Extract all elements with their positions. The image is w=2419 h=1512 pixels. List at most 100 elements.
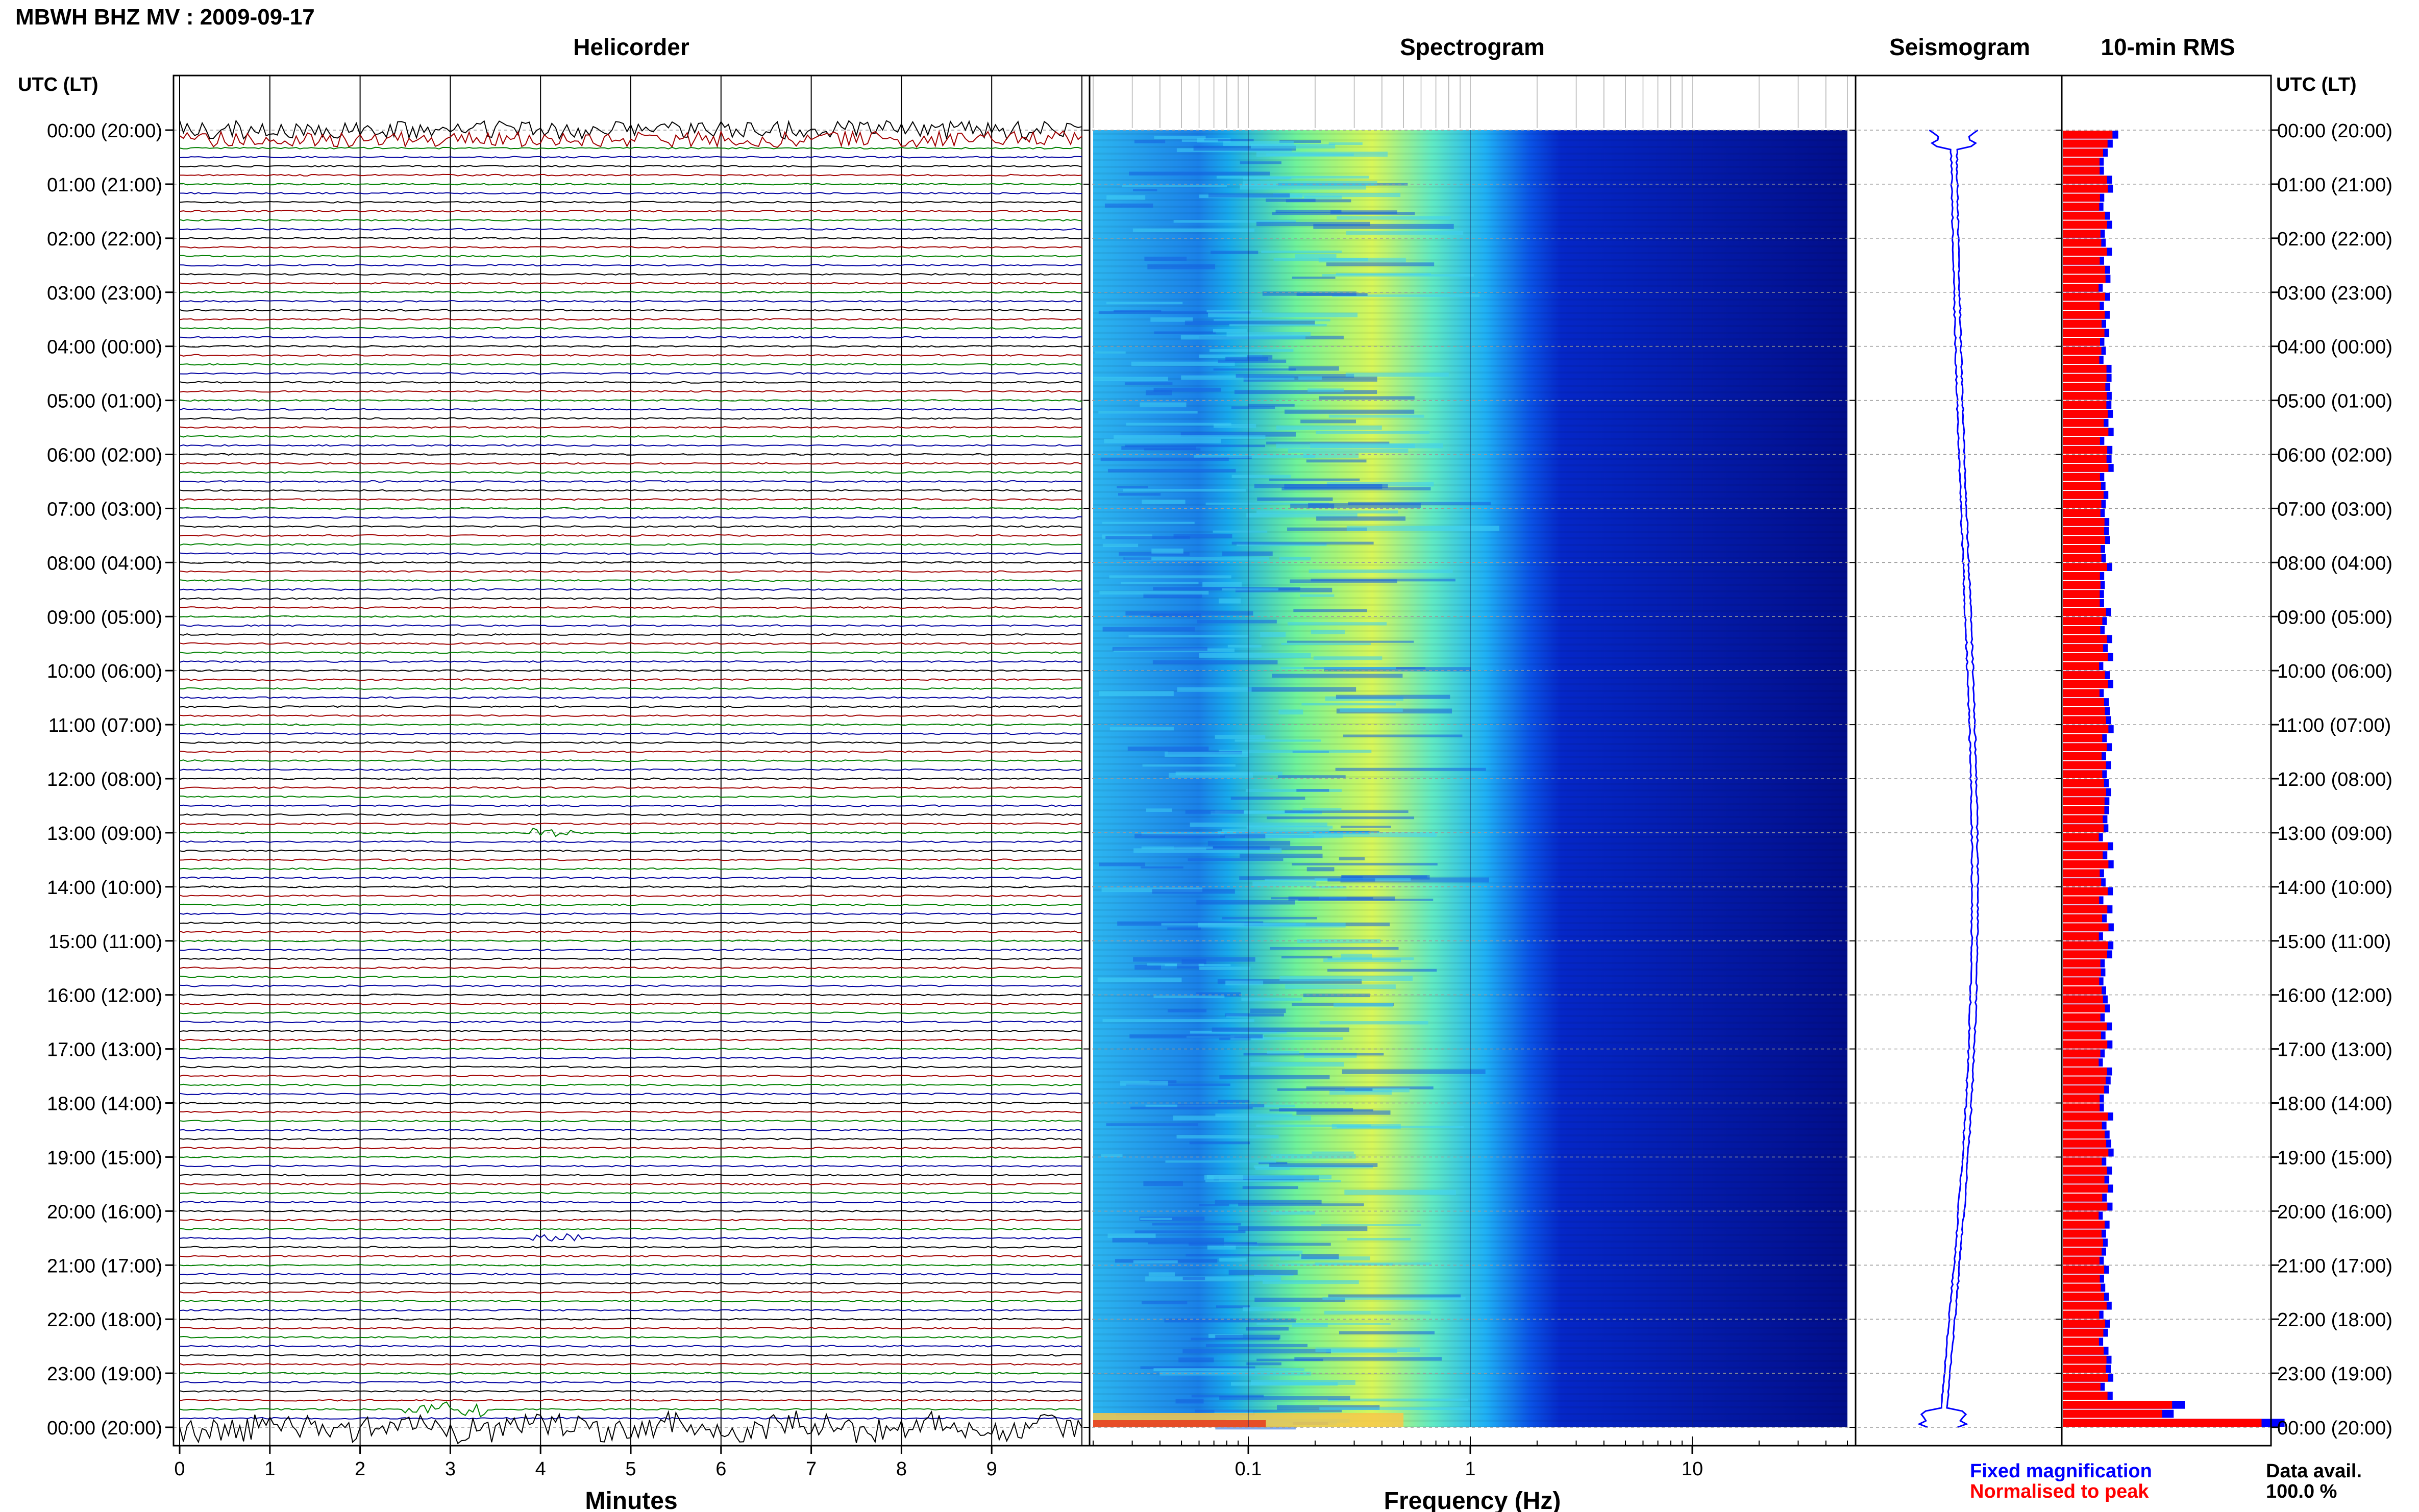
helicorder-row-trace [179, 336, 1082, 339]
time-tick-label-left: 17:00 (13:00) [47, 1039, 162, 1061]
spectrogram-streak [1231, 541, 1374, 545]
spectrogram-streak [1236, 374, 1354, 378]
spectrogram-streak [1344, 1189, 1456, 1195]
spectrogram-streak [1290, 504, 1335, 508]
spectrogram-streak [1300, 419, 1356, 424]
rms-bar-normalised [2063, 1293, 2104, 1301]
rms-bar-normalised [2063, 1004, 2105, 1012]
spectrogram-streak [1167, 927, 1201, 930]
rms-bar-normalised [2063, 896, 2100, 905]
spectrogram-streak [1106, 1123, 1198, 1126]
spectrogram-streak [1125, 444, 1266, 448]
helicorder-row-trace [179, 1410, 1082, 1445]
spectrogram-streak [1287, 640, 1414, 643]
spectrogram-streak [1311, 630, 1345, 634]
helicorder-row-trace [179, 237, 1082, 240]
spectrogram-streak [1341, 953, 1372, 959]
helicorder-row-trace [179, 130, 1082, 148]
spectrogram-streak [1306, 459, 1367, 463]
spectrogram-streak [1104, 203, 1153, 208]
spectrogram-streak [1250, 1250, 1303, 1255]
spectrogram-streak [1215, 735, 1266, 739]
legend-normalised-to-peak: Normalised to peak [1970, 1481, 2149, 1502]
helicorder-row-trace [179, 507, 1082, 510]
spectrogram-burst-peak [1093, 1420, 1266, 1427]
spectrogram-streak [1215, 1113, 1293, 1117]
rms-bar-normalised [2063, 932, 2099, 940]
helicorder-row-trace [179, 318, 1082, 321]
x-axes: 0 1 2 3 4 5 6 7 8 9 0.1 1 10 [174, 1436, 1848, 1480]
spectrogram-streak [1212, 1027, 1349, 1032]
rms-bar-normalised [2063, 265, 2105, 274]
spectrogram-streak [1254, 1297, 1345, 1302]
helicorder-row-trace [179, 1038, 1082, 1042]
rms-bar-normalised [2063, 1419, 2262, 1427]
spectrogram-streak [1140, 1218, 1172, 1220]
rms-bar-normalised [2063, 1202, 2108, 1211]
rms-title: 10-min RMS [2101, 34, 2235, 60]
spectrogram-streak [1242, 1186, 1298, 1189]
helicorder-row-trace [179, 966, 1082, 970]
spectrogram-streak [1327, 878, 1375, 882]
spectrogram-streak [1214, 319, 1330, 321]
spectrogram-streak [1154, 136, 1206, 139]
rms-bar-normalised [2063, 653, 2108, 661]
helicorder-xlabel: Minutes [585, 1488, 677, 1512]
spectrogram-streak [1097, 977, 1182, 982]
spectrogram-streak [1182, 1276, 1205, 1280]
time-tick-label-left: 10:00 (06:00) [47, 661, 162, 682]
helicorder-row-trace [179, 822, 1082, 825]
spectrogram-streak [1240, 161, 1281, 164]
spectrogram-streak [1239, 876, 1363, 880]
rms-bar-normalised [2063, 374, 2107, 382]
spectrogram-streak [1152, 889, 1235, 894]
spectrogram-streak [1176, 1134, 1279, 1139]
time-tick-label-right: 19:00 (15:00) [2277, 1147, 2392, 1169]
helicorder-row-trace [179, 894, 1082, 898]
helicorder-row-trace [179, 642, 1082, 645]
rms-bar-normalised [2063, 968, 2101, 977]
spectrogram-streak [1316, 431, 1430, 434]
spectrogram-streak [1119, 552, 1190, 556]
spectrogram-streak [1151, 548, 1183, 554]
spectrogram-streak [1123, 488, 1246, 492]
spectrogram-streak [1245, 789, 1342, 792]
spectrogram-streak [1311, 578, 1455, 582]
rms-bar-normalised [2063, 346, 2102, 355]
helicorder-row-trace [179, 1093, 1082, 1096]
spectrogram-streak [1141, 866, 1183, 869]
spectrogram-streak [1098, 411, 1198, 414]
spectrogram-streak [1337, 216, 1451, 220]
spectrogram-streak [1339, 857, 1365, 860]
spectrogram-streak [1331, 1124, 1401, 1129]
spectrogram-streak [1146, 808, 1172, 812]
rms-bar-normalised [2063, 905, 2108, 913]
spectrogram-streak [1269, 478, 1360, 481]
spectrogram-streak [1109, 727, 1174, 731]
time-tick-label-right: 22:00 (18:00) [2277, 1309, 2392, 1331]
rms-bar-normalised [2063, 1211, 2099, 1220]
rms-bar-normalised [2063, 473, 2100, 481]
spectrogram-streak [1093, 377, 1168, 381]
helicorder-x-tick-label: 3 [445, 1458, 456, 1480]
spectrogram-streak [1208, 193, 1290, 198]
rms-bar-normalised [2063, 1256, 2100, 1265]
spectrogram-streak [1240, 184, 1366, 190]
spectrogram-streak [1129, 1034, 1263, 1038]
spectrogram-streak [1327, 969, 1437, 972]
time-tick-label-left: 15:00 (11:00) [48, 931, 162, 953]
spectrogram-streak [1315, 1347, 1420, 1352]
helicorder-row-trace [179, 975, 1082, 978]
rms-bar-normalised [2063, 1382, 2101, 1391]
spectrogram-streak [1194, 455, 1316, 458]
rms-bar-normalised [2063, 824, 2104, 832]
spectrogram-streak [1235, 739, 1321, 742]
spectrogram-streak [1329, 1089, 1392, 1095]
spectrogram-streak [1114, 310, 1162, 313]
spectrogram-streak [1250, 1062, 1344, 1067]
spectrogram-streak [1109, 575, 1231, 579]
spectrogram-streak [1189, 1141, 1250, 1145]
spectrogram-streak [1246, 1362, 1281, 1366]
spectrogram-streak [1117, 486, 1149, 488]
